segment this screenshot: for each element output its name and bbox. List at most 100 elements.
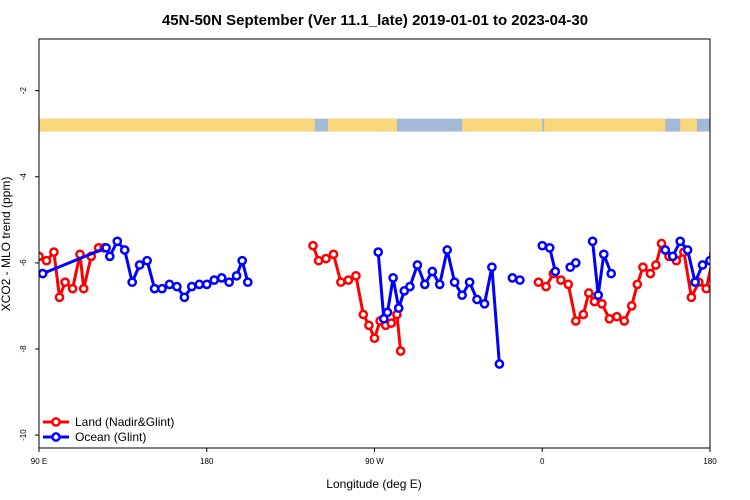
series-1-point [201, 279, 212, 290]
series-1-point [550, 266, 561, 277]
series-1-point [231, 270, 242, 281]
series-1-point [660, 245, 671, 255]
series-1-point [593, 290, 604, 301]
x-axis-label: Longitude (deg E) [326, 477, 421, 491]
series-1-point [675, 236, 686, 247]
series-1-point [507, 273, 518, 283]
series-0-point [364, 320, 374, 331]
series-0-point [313, 255, 324, 266]
series-1-point [186, 281, 197, 292]
y-axis: -2 -4 -6 -8 -10 [19, 87, 39, 441]
series-1-point [449, 277, 460, 288]
series-0-point [343, 275, 354, 285]
series-1-point [194, 279, 205, 290]
series-0-point [563, 279, 574, 290]
series-1-point [598, 249, 609, 260]
x-tick-label: 180 [200, 457, 214, 466]
series-1-point [242, 277, 253, 288]
series-0-point [386, 318, 397, 328]
legend-label: Land (Nadir&Glint) [75, 415, 174, 429]
series-1-point [373, 247, 384, 257]
x-tick-label: 180 [703, 457, 717, 466]
series-0-line-2 [537, 242, 710, 323]
series-1-point [216, 273, 227, 283]
series-0-point [67, 283, 78, 294]
series-0-point [626, 301, 637, 311]
series-0-point [736, 244, 743, 251]
land-ocean-band [39, 118, 710, 132]
series-0-point [54, 292, 65, 303]
y-tick-label: -4 [19, 173, 28, 181]
series-0-point [583, 288, 594, 298]
series-1-point [164, 279, 175, 290]
series-0-point [321, 253, 331, 264]
series-1-point [427, 266, 438, 277]
x-tick-label: 0 [540, 457, 545, 466]
x-tick-label: 90 E [31, 457, 47, 466]
series-1-point [705, 255, 710, 266]
series-0-point [708, 251, 710, 258]
series-1-point [487, 262, 497, 273]
series-1-point [515, 275, 525, 285]
series-0-point [49, 247, 59, 257]
series-0-point [716, 283, 723, 290]
series-1-point [388, 273, 398, 283]
series-1-point [119, 245, 130, 255]
series-1-point [412, 260, 423, 270]
series-0-point [41, 255, 52, 266]
series-1-point [479, 298, 490, 309]
series-0-point [60, 277, 70, 288]
x-axis: 90 E 180 90 W 0 180 [31, 448, 717, 466]
series-0-point [597, 298, 607, 309]
series-0-point [570, 316, 581, 326]
series-0-point [395, 346, 406, 356]
chart-title: 45N-50N September (Ver 11.1_late) 2019-0… [162, 12, 588, 29]
series-1-point [457, 290, 467, 301]
legend-entry: Land (Nadir&Glint) [43, 415, 174, 429]
series-1-point [606, 268, 617, 279]
series-1-point [209, 275, 220, 285]
series-1-point [405, 281, 415, 292]
series-0-point [645, 268, 656, 279]
series-1-point [544, 242, 555, 253]
legend-swatch-marker [51, 432, 61, 442]
land-band-0 [39, 118, 315, 132]
series-1-point [393, 303, 404, 313]
series-1-point [570, 258, 581, 268]
series-1-point [101, 242, 111, 253]
land-band-1 [327, 118, 397, 132]
plot-frame [38, 38, 711, 449]
series-1-point [419, 279, 430, 290]
series-1-point [382, 307, 393, 318]
series-1-point [142, 255, 152, 266]
series-1-point [682, 245, 693, 255]
series-1-point [112, 236, 123, 247]
series-0-point [351, 270, 361, 281]
series-0-point [638, 262, 648, 273]
series-0-point [731, 249, 738, 256]
land-band-2 [462, 118, 543, 132]
series-1-point [587, 236, 598, 247]
series-1-point [537, 240, 548, 251]
series-1-point [690, 277, 700, 288]
series-1-point [464, 277, 475, 288]
y-tick-label: -10 [19, 429, 28, 441]
series-1-point [697, 260, 708, 270]
series-1-point [149, 283, 160, 294]
series-0-point [533, 277, 544, 288]
series-0-point [578, 309, 589, 320]
series-0-point [611, 311, 622, 322]
series-1-point [434, 279, 445, 290]
series-0-point [604, 313, 615, 324]
series-0-point [541, 281, 551, 292]
series-1-point [237, 255, 248, 266]
series-0-point [701, 283, 710, 294]
series-0-point [358, 309, 369, 320]
series-1-point [157, 283, 167, 294]
y-tick-label: -2 [19, 87, 28, 95]
series-1-point [472, 294, 482, 305]
series-1 [39, 236, 710, 369]
x-tick-label: 90 W [365, 457, 384, 466]
series-0-point [686, 292, 697, 303]
